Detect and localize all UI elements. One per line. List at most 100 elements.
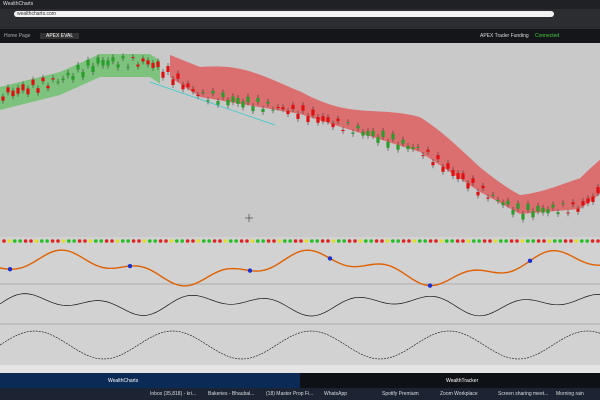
candle [501,202,505,206]
candle [456,173,460,180]
candle [6,87,10,93]
candle [101,59,105,66]
signal-dot [482,239,487,243]
signal-dot [553,239,557,243]
candle [136,64,140,67]
candle [76,64,80,70]
candle [346,122,350,124]
candle [566,212,570,214]
candle [376,137,380,143]
signal-dot [477,239,482,243]
candle [236,97,240,104]
candle [516,203,520,209]
taskbar-item[interactable]: Spotify Premium [382,391,419,397]
signal-dot [229,239,233,243]
candle [271,109,275,111]
taskbar-item[interactable]: (18) Master Prop Fi... [266,391,314,397]
active-bottom-tab[interactable] [0,373,300,388]
signal-dot [266,239,271,243]
signal-dot [185,239,190,243]
signal-dot [310,239,314,243]
signal-dot [418,239,422,243]
candle [556,212,560,215]
url[interactable]: wealthcharts.com [17,11,56,17]
date-axis [0,365,600,373]
app-tab[interactable]: Home Page [4,33,31,39]
taskbar-item[interactable]: Screen sharing meet... [498,391,549,397]
signal-dot [380,239,384,243]
signal-dot [499,239,503,243]
candle [281,107,285,110]
bottom-tab[interactable]: WealthCharts [108,378,139,384]
signal-dot [526,239,530,243]
candle [66,72,70,76]
signal-dot [169,239,174,243]
candle [126,66,130,68]
candle [511,209,515,215]
candle [551,204,555,208]
signal-dot [23,239,28,243]
signal-dot [455,239,460,243]
taskbar-item[interactable]: WhatsApp [324,391,348,397]
signal-dot [261,239,266,243]
candle [216,101,220,105]
signal-dot [218,239,222,243]
candle [431,162,435,166]
osc-dot [327,256,333,261]
candle [546,209,550,214]
candle [96,57,100,64]
signal-dot [131,239,136,243]
signal-dot [191,239,195,243]
browser-tab[interactable]: WealthCharts [3,1,34,7]
signal-dot [304,239,309,243]
bottom-tab[interactable]: WealthTracker [446,378,479,384]
app-tab[interactable]: APEX EVAL [40,33,80,39]
signal-dot [293,239,298,243]
signal-dot [137,239,141,243]
candle [56,81,60,83]
candle [336,118,340,122]
candle [301,105,305,111]
candle [226,100,230,106]
candle [106,60,110,66]
signal-dot [153,239,157,243]
signal-dot [439,239,444,243]
candle [381,130,385,137]
app-header [0,29,600,43]
signal-dot [358,239,363,243]
candle [221,92,225,98]
signal-dot [72,239,76,243]
signal-dot [590,239,595,243]
candle [531,211,535,218]
signal-dot [396,239,401,243]
oscillator [0,249,600,287]
osc-dot [527,258,533,264]
url-field[interactable] [14,11,554,17]
candle [211,90,215,94]
signal-dot [337,239,341,243]
signal-dot [450,239,455,243]
candle [141,58,145,62]
signal-dot [401,239,406,243]
candle [451,170,455,176]
signal-dot [423,239,428,243]
signal-dot [277,239,282,243]
header-button[interactable]: APEX Trader Funding [480,33,529,39]
candle [596,187,600,193]
taskbar-item[interactable]: Morning rain [556,391,584,397]
candle [31,79,35,85]
signal-dot [488,239,492,243]
taskbar [0,388,600,400]
signal-dot [148,239,152,243]
taskbar-item[interactable]: Bakeries - Bhaubal... [208,391,255,397]
candle [521,213,525,220]
taskbar-item[interactable]: Zoom Workplace [440,391,478,397]
signal-dot [67,239,71,243]
candle [1,96,5,101]
candle [486,197,490,199]
signal-dot [515,239,519,243]
candle [581,201,585,206]
taskbar-item[interactable]: Inbox (35,818) - kri... [150,391,197,397]
candle [161,71,165,78]
